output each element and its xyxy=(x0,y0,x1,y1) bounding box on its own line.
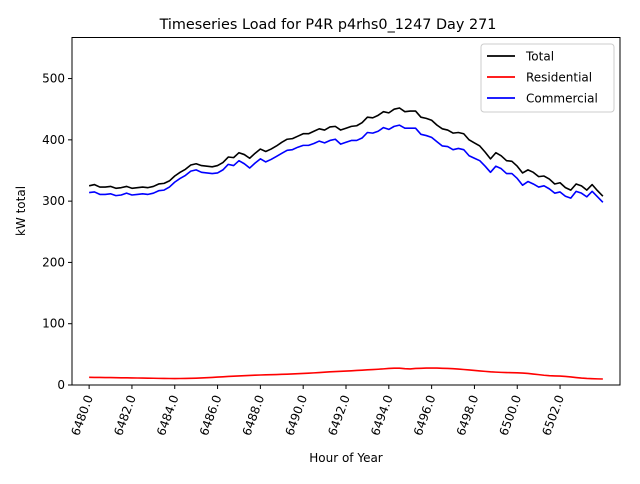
y-tick-label: 300 xyxy=(42,194,65,208)
series-line-residential xyxy=(89,367,603,380)
legend-label-commercial: Commercial xyxy=(526,92,598,106)
series-line-total xyxy=(88,107,604,197)
legend-box xyxy=(480,43,615,113)
series-layer xyxy=(88,107,604,380)
y-axis-ticks: 0 100 200 300 400 500 xyxy=(42,72,72,392)
legend-label-total: Total xyxy=(525,50,554,64)
y-tick-label: 100 xyxy=(42,317,65,331)
y-tick-label: 400 xyxy=(42,133,65,147)
chart-title: Timeseries Load for P4R p4rhs0_1247 Day … xyxy=(159,17,497,33)
x-axis-label: Hour of Year xyxy=(309,451,383,465)
y-tick-label: 200 xyxy=(42,255,65,269)
series-line-commercial xyxy=(89,124,604,203)
y-axis-label: kW total xyxy=(14,186,28,236)
legend: Total Residential Commercial xyxy=(480,43,615,113)
y-tick-label: 500 xyxy=(42,72,65,86)
y-tick-label: 0 xyxy=(57,378,65,392)
legend-label-residential: Residential xyxy=(526,71,592,85)
